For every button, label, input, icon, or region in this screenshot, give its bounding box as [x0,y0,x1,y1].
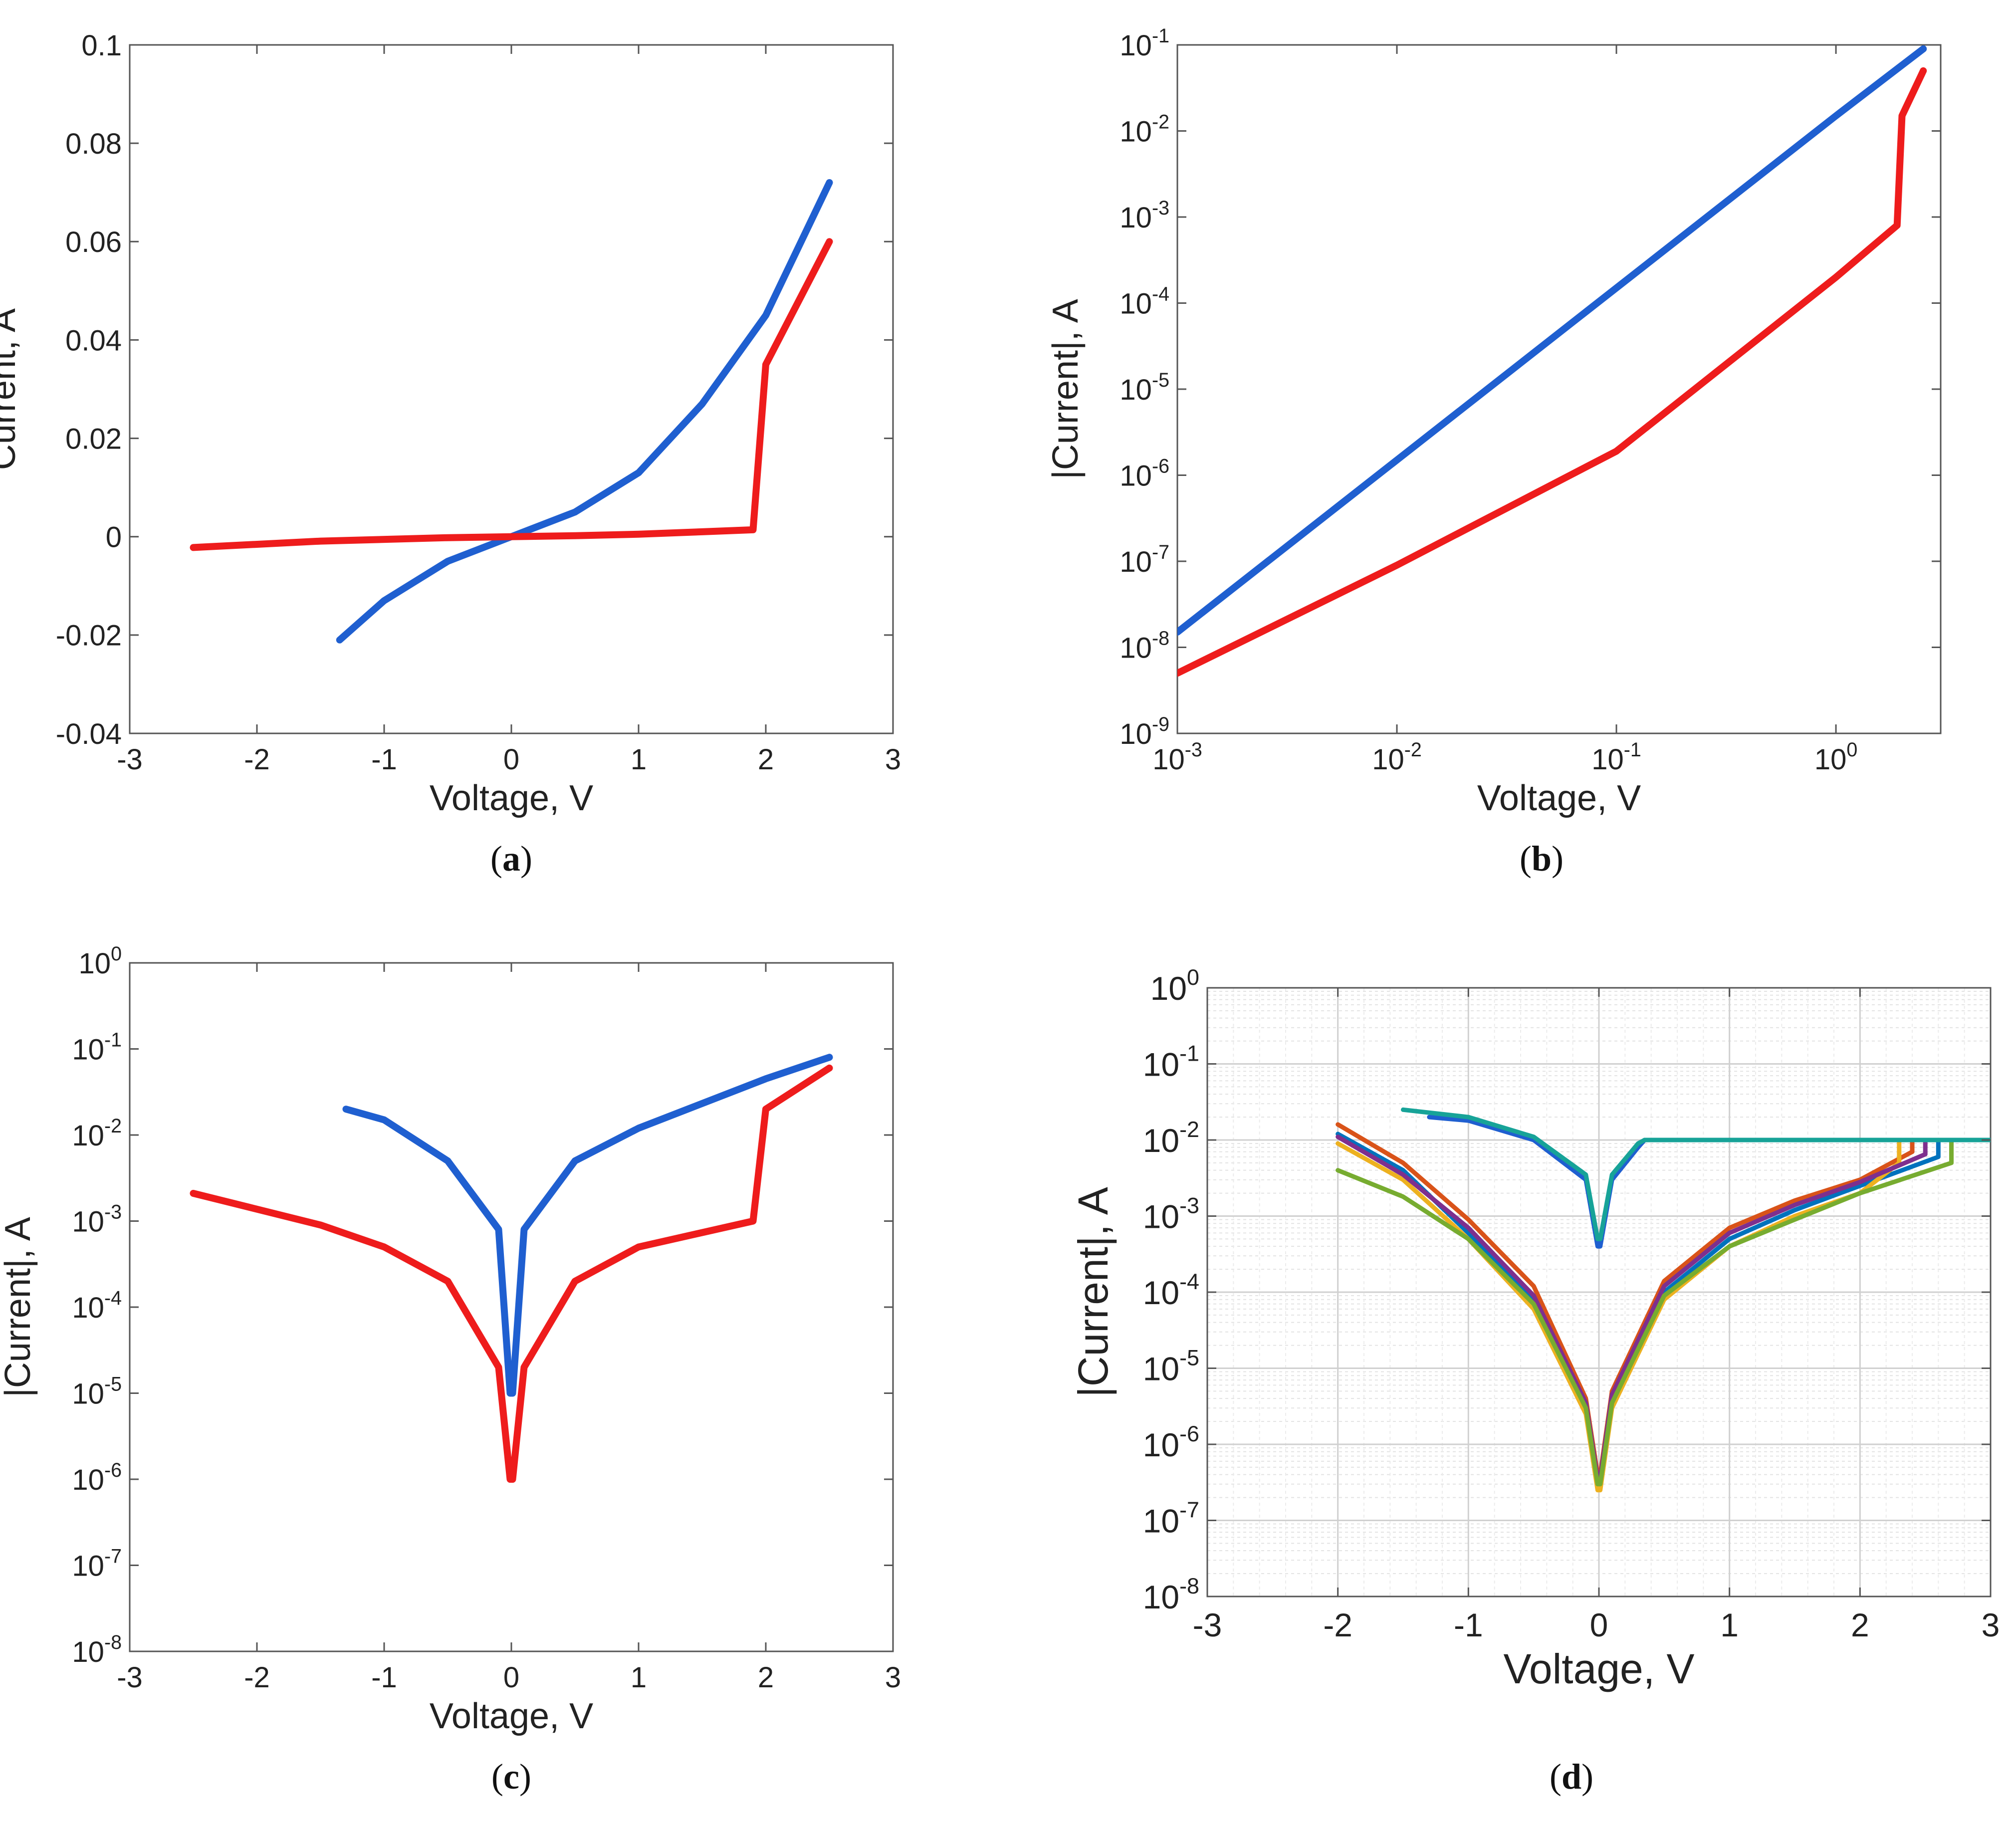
x-tick-label: 2 [1851,1606,1869,1643]
y-tick-label: 10-4 [1120,283,1169,320]
y-tick-label: 10-1 [72,1029,122,1066]
y-axis-label: |Current|, A [1046,299,1086,479]
ticks: 10-3 10-2 10-1 100 10-9 10-8 10-7 10-6 10-5 10-4 1… [1120,25,1941,776]
panel-caption: (b) [1520,839,1564,879]
y-tick-label: 10-7 [72,1545,122,1582]
y-tick-label: 0.02 [65,423,122,455]
y-tick-label: 0.08 [65,128,122,160]
x-tick-label: 10-3 [1152,739,1202,776]
x-tick-label: -1 [1454,1606,1483,1643]
y-tick-label: 10-8 [1143,1573,1199,1615]
series-line-1 [190,238,833,551]
series-line-4 [1336,1138,1991,1487]
x-tick-label: 10-1 [1591,739,1641,776]
panel-d: -3 -2 -1 0 1 2 3 10-8 10-7 10-6 10-5 10-4 10-3 10-2 10… [1070,964,2000,1797]
y-tick-label: 10-4 [72,1287,122,1324]
series-line-3 [1336,1135,1991,1481]
x-tick-label: -2 [244,1661,270,1694]
x-tick-label: 1 [631,1661,647,1694]
x-tick-label: 10-2 [1372,739,1422,776]
series-line-0 [336,179,833,644]
y-tick-label: 100 [1150,964,1199,1007]
x-tick-label: -3 [1193,1606,1222,1643]
y-tick-label: 10-5 [1143,1345,1199,1387]
y-tick-label: 0.06 [65,226,122,258]
x-tick-label: 1 [1720,1606,1739,1643]
y-tick-label: 10-1 [1120,25,1169,62]
series-line-1 [190,1064,833,1483]
x-tick-label: -2 [1323,1606,1352,1643]
x-tick-label: 1 [631,743,647,776]
series-group [190,179,833,644]
x-axis-label: Voltage, V [430,778,593,818]
y-axis-label: |Current|, A [1070,1187,1117,1397]
y-tick-label: -0.02 [56,620,122,652]
panel-b: 10-3 10-2 10-1 100 10-9 10-8 10-7 10-6 10-5 10-4 1… [1046,25,1942,879]
x-tick-label: -3 [117,1661,143,1694]
ticks: -3 -2 -1 0 1 2 3 -0.04 -0.02 0 0.02 0.04 0.06 0.08 0.1 [56,29,901,776]
x-tick-label: 3 [885,1661,901,1694]
y-tick-label: 10-6 [1120,455,1169,492]
y-tick-label: 10-4 [1143,1269,1199,1311]
ticks: -3 -2 -1 0 1 2 3 10-8 10-7 10-6 10-5 10-4 10-3 10-2 10… [1143,964,2000,1643]
y-tick-label: 10-2 [72,1115,122,1152]
y-tick-label: 0.1 [81,29,122,62]
y-tick-label: 10-3 [1143,1193,1199,1235]
series-line-0 [1177,45,1927,636]
series-line-1 [1177,67,1927,677]
y-tick-label: 10-2 [1120,111,1169,148]
panel-caption: (d) [1550,1757,1593,1797]
y-tick-label: 10-5 [72,1373,122,1410]
y-tick-label: 10-3 [1120,197,1169,234]
x-tick-label: 3 [1982,1606,2000,1643]
y-tick-label: 10-8 [1120,627,1169,664]
x-tick-label: -2 [244,743,270,776]
y-tick-label: 10-6 [72,1459,122,1496]
y-axis-label: |Current|, A [0,1217,38,1397]
panel-caption: (a) [490,839,532,879]
x-tick-label: 0 [503,743,519,776]
x-tick-label: -1 [371,1661,397,1694]
y-tick-label: 100 [79,943,122,980]
x-axis-label: Voltage, V [430,1696,593,1736]
y-axis-label: Current, A [0,308,23,470]
x-tick-label: -3 [117,743,143,776]
y-tick-label: 10-1 [1143,1041,1199,1083]
x-tick-label: 2 [758,743,774,776]
y-tick-label: 10-5 [1120,369,1169,406]
series-line-0 [342,1054,833,1397]
panel-c: -3 -2 -1 0 1 2 3 10-8 10-7 10-6 10-5 10-4 10-3 10-2 10… [0,943,901,1797]
series-group [1336,1107,1991,1493]
x-tick-label: 3 [885,743,901,776]
x-tick-label: 0 [503,1661,519,1694]
x-axis-label: Voltage, V [1504,1645,1695,1692]
y-tick-label: -0.04 [56,718,122,750]
y-tick-label: 10-7 [1143,1497,1199,1540]
x-tick-label: 100 [1814,739,1857,776]
series-group [1177,45,1927,677]
y-tick-label: 10-3 [72,1201,122,1238]
y-tick-label: 10-2 [1143,1117,1199,1159]
series-line-6 [1401,1107,1991,1241]
x-tick-label: 2 [758,1661,774,1694]
x-tick-label: 0 [1590,1606,1608,1643]
y-tick-label: 10-9 [1120,713,1169,750]
y-tick-label: 0.04 [65,324,122,357]
series-group [190,1054,833,1483]
y-tick-label: 10-6 [1143,1421,1199,1463]
x-axis-label: Voltage, V [1477,778,1641,818]
y-tick-label: 10-8 [72,1631,122,1668]
panel-caption: (c) [491,1757,531,1797]
x-tick-label: -1 [371,743,397,776]
y-tick-label: 0 [106,521,122,554]
ticks: -3 -2 -1 0 1 2 3 10-8 10-7 10-6 10-5 10-4 10-3 10-2 10… [72,943,901,1694]
y-tick-label: 10-7 [1120,541,1169,578]
panel-a: -3 -2 -1 0 1 2 3 -0.04 -0.02 0 0.02 0.04 0.06 0.08 0.1… [0,29,901,879]
